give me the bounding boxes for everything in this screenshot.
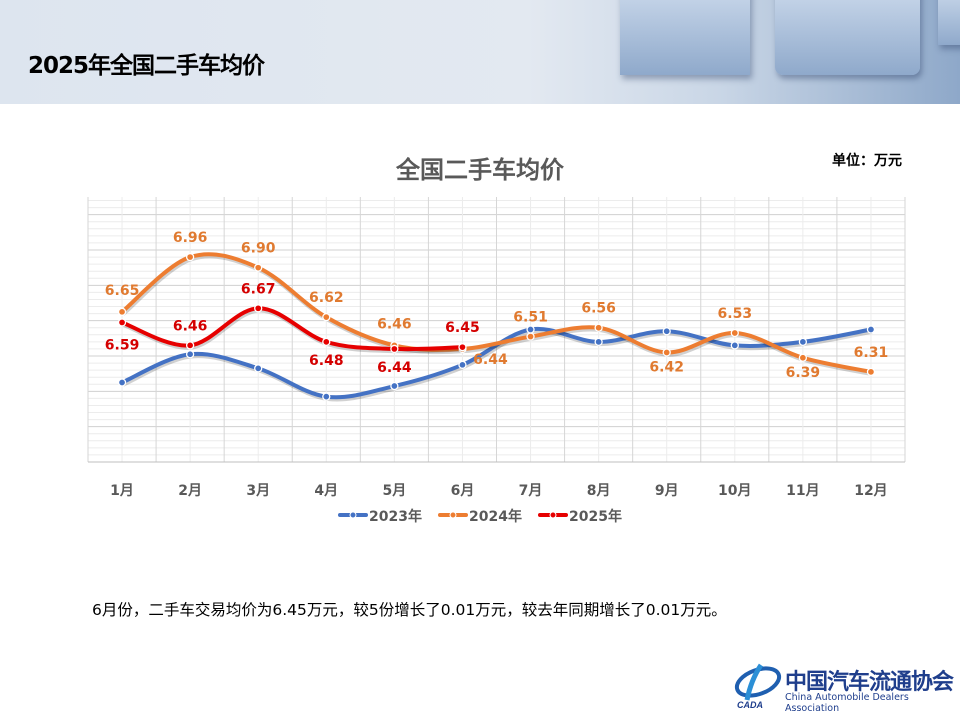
series-2024年: 6.65 6.96 6.90 6.62 6.46 6.44 6.51 6.56 6.42 6.53… xyxy=(105,230,888,381)
summary-text: 6月份，二手车交易均价为6.45万元，较5份增长了0.01万元，较去年同期增长了… xyxy=(92,601,727,619)
x-tick-label: 8月 xyxy=(587,483,611,499)
x-tick-label: 2月 xyxy=(178,483,202,499)
data-label: 6.53 xyxy=(718,306,753,322)
data-label: 6.48 xyxy=(309,353,344,369)
data-point xyxy=(117,378,127,387)
data-point xyxy=(730,328,739,338)
data-point xyxy=(117,307,127,316)
legend-item-2025年: 2025年 xyxy=(538,508,622,525)
data-point xyxy=(798,337,808,347)
data-point xyxy=(662,348,671,357)
series-2025年: 6.59 6.46 6.67 6.48 6.44 6.45 xyxy=(105,281,480,376)
page-title: 2025年全国二手车均价 xyxy=(28,53,265,79)
data-point xyxy=(185,341,195,350)
legend-item-2024年: 2024年 xyxy=(438,508,522,525)
legend-label: 2023年 xyxy=(369,508,422,525)
header-banner xyxy=(0,0,960,104)
data-point xyxy=(594,337,603,347)
data-point xyxy=(526,325,535,334)
decorative-cube xyxy=(938,0,960,45)
data-label: 6.39 xyxy=(786,365,821,381)
data-point xyxy=(390,344,399,354)
legend-item-2023年: 2023年 xyxy=(338,508,422,525)
data-point xyxy=(594,323,603,332)
data-point xyxy=(254,364,263,373)
data-point xyxy=(322,312,331,322)
data-label: 6.96 xyxy=(173,230,208,246)
legend-label: 2024年 xyxy=(469,508,522,525)
data-label: 6.46 xyxy=(377,316,412,332)
data-point xyxy=(185,252,195,262)
data-point xyxy=(730,341,739,350)
data-label: 6.67 xyxy=(241,281,276,297)
data-label: 6.44 xyxy=(473,352,508,368)
decorative-cube xyxy=(775,0,920,75)
decorative-cube xyxy=(620,0,750,75)
x-tick-label: 4月 xyxy=(314,483,338,499)
data-point xyxy=(798,353,808,362)
data-label: 6.45 xyxy=(445,320,480,336)
data-label: 6.56 xyxy=(581,301,616,317)
svg-text:CADA: CADA xyxy=(737,700,763,710)
chart-title: 全国二手车均价 xyxy=(396,156,564,184)
x-tick-label: 6月 xyxy=(451,483,475,499)
data-point xyxy=(254,263,263,272)
x-tick-label: 7月 xyxy=(519,483,543,499)
x-tick-label: 10月 xyxy=(718,483,751,499)
x-tick-label: 9月 xyxy=(655,483,679,499)
data-point xyxy=(526,332,535,341)
data-point xyxy=(458,360,467,369)
unit-label: 单位：万元 xyxy=(832,153,902,169)
data-point xyxy=(458,343,467,352)
x-tick-label: 1月 xyxy=(110,483,134,499)
x-tick-label: 11月 xyxy=(786,483,819,499)
data-point xyxy=(185,350,195,359)
data-label: 6.65 xyxy=(105,283,140,299)
x-tick-label: 5月 xyxy=(383,483,407,499)
legend-marker xyxy=(449,511,457,519)
legend-label: 2025年 xyxy=(569,508,622,525)
data-point xyxy=(866,367,876,377)
data-label: 6.51 xyxy=(513,310,548,326)
data-label: 6.46 xyxy=(173,318,208,334)
data-point xyxy=(866,325,876,334)
data-label: 6.44 xyxy=(377,360,412,376)
x-tick-label: 3月 xyxy=(246,483,270,499)
x-tick-label: 12月 xyxy=(854,483,887,499)
data-point xyxy=(390,381,399,391)
data-point xyxy=(322,392,331,401)
data-label: 6.90 xyxy=(241,241,276,257)
legend-marker xyxy=(549,511,557,519)
data-label: 6.62 xyxy=(309,290,344,306)
legend-marker xyxy=(349,511,357,519)
data-point xyxy=(322,337,331,347)
logo-chinese-name: 中国汽车流通协会 xyxy=(785,669,954,695)
cada-logo: CADA 中国汽车流通协会 China Automobile Dealers A… xyxy=(733,660,954,714)
data-label: 6.31 xyxy=(854,345,889,361)
logo-english-name: China Automobile Dealers Association xyxy=(785,692,909,714)
cada-emblem-icon: CADA xyxy=(734,663,782,710)
data-point xyxy=(254,304,263,313)
data-point xyxy=(117,318,127,327)
data-label: 6.59 xyxy=(105,337,140,353)
data-point xyxy=(662,327,671,336)
data-label: 6.42 xyxy=(649,359,684,375)
